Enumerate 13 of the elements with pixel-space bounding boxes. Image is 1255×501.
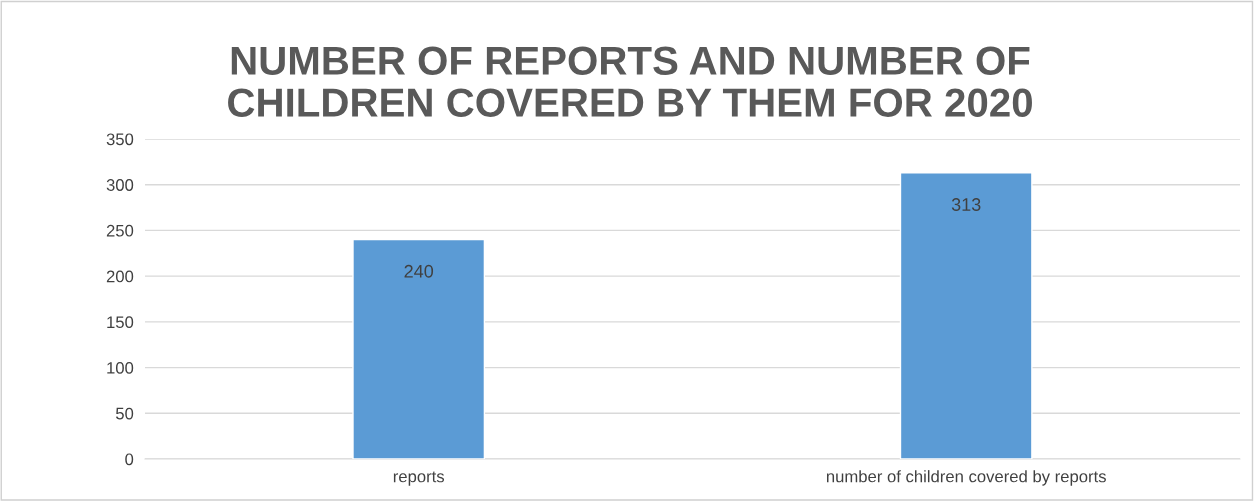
chart-title: NUMBER OF REPORTS AND NUMBER OF CHILDREN COVERED BY THEM FOR 2020 xyxy=(228,46,1032,117)
x-tick-label: reports xyxy=(393,471,445,486)
y-tick-label: 250 xyxy=(106,224,134,237)
y-tick-label: 50 xyxy=(115,407,134,420)
y-tick-label: 350 xyxy=(106,133,134,146)
y-tick-label: 0 xyxy=(125,453,134,466)
data-label: 240 xyxy=(404,264,434,278)
data-label: 313 xyxy=(951,198,981,211)
x-tick-label: number of children covered by reports xyxy=(826,470,1106,486)
y-tick-label: 300 xyxy=(106,179,134,191)
y-tick-label: 200 xyxy=(106,270,134,283)
y-tick-label: 100 xyxy=(107,361,134,374)
y-tick-label: 150 xyxy=(107,316,134,329)
